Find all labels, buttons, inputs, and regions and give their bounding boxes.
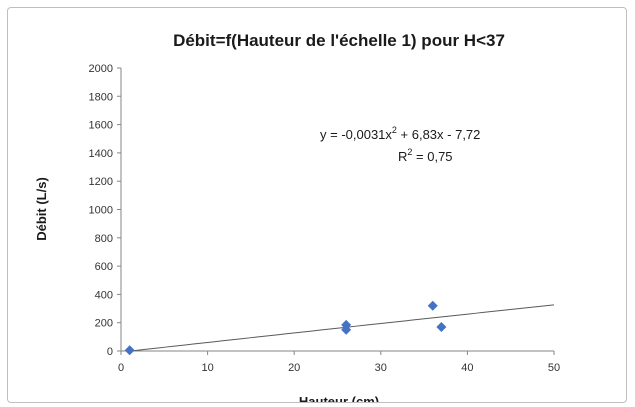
x-tick-labels: 0 10 20 30 40 50 [118,351,560,374]
y-tick-labels: 0 200 400 600 800 1000 1200 1400 1600 1800 2000 [89,63,121,358]
chart-title: Débit=f(Hauteur de l'échelle 1) pour H<3… [173,31,505,50]
equation-prefix: y = -0,0031x [320,127,392,142]
data-point [427,300,438,311]
y-tick-label: 1800 [89,91,113,103]
x-axis-title: Hauteur (cm) [299,394,379,403]
chart-container: Débit=f(Hauteur de l'échelle 1) pour H<3… [7,7,627,403]
y-tick-label: 400 [95,289,113,301]
chart-svg: Débit=f(Hauteur de l'échelle 1) pour H<3… [34,31,560,403]
x-tick-label: 20 [288,362,300,374]
y-tick-label: 0 [107,346,113,358]
r2-suffix: = 0,75 [412,149,452,164]
y-tick-label: 1400 [89,148,113,160]
y-axis-title: Débit (L/s) [34,177,49,241]
equation-exponent: 2 [392,125,397,135]
y-tick-label: 1600 [89,120,113,132]
data-point [436,321,447,332]
x-tick-label: 50 [548,362,560,374]
data-point [124,345,135,356]
data-points-layer [124,300,447,356]
equation-suffix: + 6,83x - 7,72 [397,127,480,142]
y-tick-label: 1200 [89,176,113,188]
trendline [129,304,555,352]
x-tick-label: 10 [201,362,213,374]
trendline-equation: y = -0,0031x2 + 6,83x - 7,72 [320,125,480,142]
r2-exponent: 2 [407,147,412,157]
x-tick-label: 30 [375,362,387,374]
x-tick-label: 0 [118,362,124,374]
y-tick-label: 600 [95,261,113,273]
y-tick-label: 800 [95,233,113,245]
data-point [341,319,352,330]
plot-axes [120,68,554,352]
y-tick-label: 200 [95,318,113,330]
y-tick-label: 2000 [89,63,113,75]
trendline-layer [129,304,555,352]
x-tick-label: 40 [461,362,473,374]
r-squared-label: R2 = 0,75 [398,147,453,164]
y-tick-label: 1000 [89,205,113,217]
r2-prefix: R [398,149,407,164]
